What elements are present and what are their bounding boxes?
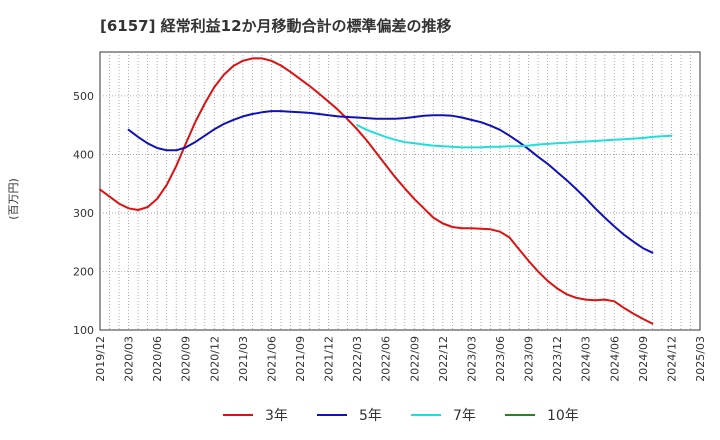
x-tick-label: 2020/06 (151, 336, 164, 382)
x-tick-label: 2019/12 (94, 336, 107, 382)
x-axis: 2019/12 2020/03 2020/06 2020/09 2020/12 2021/… (94, 336, 707, 382)
x-tick-label: 2020/03 (123, 336, 136, 382)
x-tick-label: 2022/12 (437, 336, 450, 382)
series-line-7年 (356, 124, 673, 149)
x-tick-label: 2020/09 (180, 336, 193, 382)
legend-label: 7年 (453, 408, 476, 424)
x-tick-label: 2021/09 (294, 336, 307, 382)
legend-label: 5年 (359, 408, 382, 424)
y-tick-label: 500 (73, 90, 94, 103)
x-tick-label: 2024/06 (608, 336, 621, 382)
x-tick-label: 2020/12 (208, 336, 221, 382)
y-tick-label: 200 (73, 265, 94, 278)
x-tick-label: 2025/03 (694, 336, 707, 382)
series-lines (99, 57, 673, 325)
series-line-5年 (127, 110, 654, 254)
x-tick-label: 2021/06 (265, 336, 278, 382)
y-tick-label: 100 (73, 324, 94, 337)
x-tick-label: 2023/12 (551, 336, 564, 382)
y-tick-label: 300 (73, 207, 94, 220)
x-tick-label: 2023/03 (465, 336, 478, 382)
x-tick-label: 2023/09 (523, 336, 536, 382)
series-line-3年 (99, 57, 654, 325)
grid (100, 52, 700, 330)
x-tick-label: 2024/12 (665, 336, 678, 382)
chart-title: [6157] 経常利益12か月移動合計の標準偏差の推移 (100, 17, 452, 35)
x-tick-label: 2022/06 (380, 336, 393, 382)
legend-label: 3年 (265, 408, 288, 424)
y-axis-label: (百万円) (7, 178, 20, 220)
y-tick-label: 400 (73, 148, 94, 161)
legend: 3年 5年 7年 10年 (223, 408, 579, 424)
x-tick-label: 2024/03 (580, 336, 593, 382)
x-tick-label: 2024/09 (637, 336, 650, 382)
x-tick-label: 2022/09 (408, 336, 421, 382)
x-tick-label: 2022/03 (351, 336, 364, 382)
x-tick-label: 2023/06 (494, 336, 507, 382)
x-tick-label: 2021/12 (323, 336, 336, 382)
legend-label: 10年 (547, 408, 579, 424)
y-axis: 100 200 300 400 500 (73, 90, 94, 337)
plot-area (99, 51, 701, 331)
x-tick-label: 2021/03 (237, 336, 250, 382)
